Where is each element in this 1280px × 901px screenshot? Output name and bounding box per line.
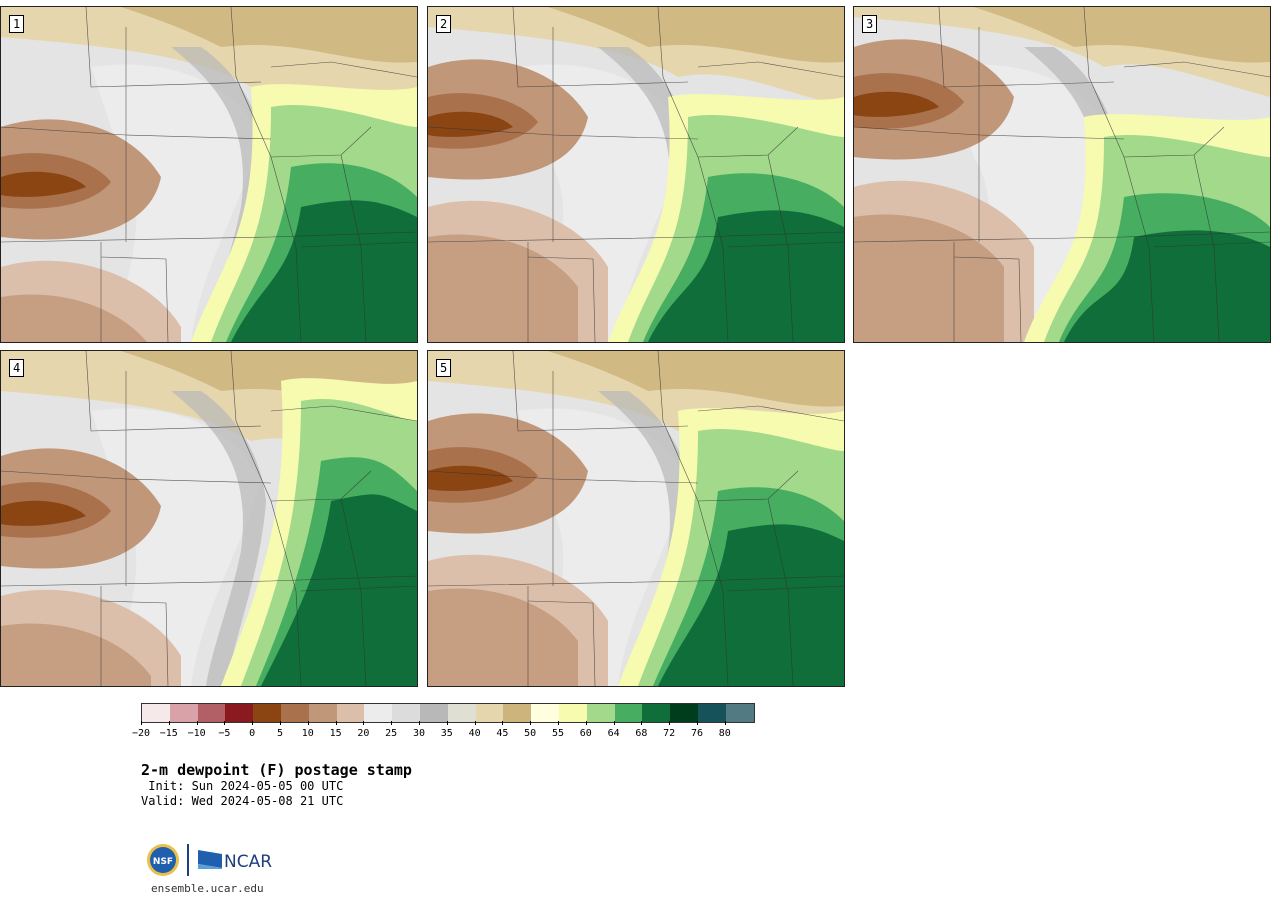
colorbar-swatch	[225, 704, 254, 722]
panel-number: 1	[9, 15, 25, 33]
panel-number: 4	[9, 359, 25, 377]
colorbar-tickmark	[168, 721, 170, 725]
colorbar-swatch	[169, 704, 198, 722]
init-time: Init: Sun 2024-05-05 00 UTC	[141, 779, 344, 793]
logos: NSF NCAR	[147, 844, 272, 876]
panel-number: 3	[862, 15, 878, 33]
colorbar-swatch	[531, 704, 559, 722]
colorbar-tick-label: 50	[524, 728, 537, 739]
valid-time: Valid: Wed 2024-05-08 21 UTC	[141, 794, 344, 808]
colorbar-tick-label: 76	[690, 728, 704, 739]
colorbar-swatch	[308, 704, 337, 722]
colorbar-swatch	[447, 704, 476, 722]
dewpoint-map-1	[1, 7, 417, 342]
colorbar-tickmark	[724, 721, 726, 725]
colorbar-tickmark	[252, 721, 254, 725]
colorbar-tick-label: 64	[607, 728, 620, 739]
colorbar-tickmark	[335, 721, 337, 725]
colorbar-tick-label: 35	[440, 728, 453, 739]
colorbar-swatch	[336, 704, 365, 722]
colorbar-tick-label: 72	[663, 728, 676, 739]
colorbar-swatch	[503, 704, 532, 722]
colorbar-tickmark	[196, 721, 198, 725]
colorbar-tick-label: 60	[579, 728, 592, 739]
ncar-logo: NCAR	[198, 850, 272, 872]
colorbar-swatch	[670, 704, 698, 722]
colorbar-tick-label: 45	[496, 728, 509, 739]
colorbar-swatch	[142, 704, 170, 722]
colorbar-swatch	[697, 704, 726, 722]
colorbar-tick-label: 0	[249, 728, 256, 739]
dewpoint-map-5	[428, 351, 844, 686]
colorbar-tick-label: 68	[635, 728, 648, 739]
colorbar-tickmark	[391, 721, 393, 725]
panel-number: 2	[436, 15, 452, 33]
stamp-panel-1: 1	[0, 6, 418, 343]
colorbar-tickmark	[697, 721, 698, 725]
colorbar-swatch	[558, 704, 587, 722]
colorbar-tickmark	[363, 721, 365, 725]
colorbar-tick-label: 30	[412, 728, 426, 739]
figure-title: 2-m dewpoint (F) postage stamp	[141, 761, 412, 779]
colorbar-swatch	[392, 704, 420, 722]
colorbar-swatch	[614, 704, 643, 722]
colorbar-tick-label: 80	[718, 728, 731, 739]
colorbar	[141, 703, 755, 723]
colorbar-tickmark	[280, 721, 281, 725]
panel-number: 5	[436, 359, 452, 377]
nsf-logo-text: NSF	[153, 857, 173, 867]
stamp-panel-5: 5	[427, 350, 845, 687]
dewpoint-map-2	[428, 7, 844, 342]
stamp-panel-3: 3	[853, 6, 1271, 343]
footer-url: ensemble.ucar.edu	[151, 882, 264, 895]
colorbar-tick-label: 5	[276, 728, 284, 739]
colorbar-swatch	[253, 704, 281, 722]
colorbar-swatch	[197, 704, 226, 722]
stamp-panel-4: 4	[0, 350, 418, 687]
colorbar-tickmark	[669, 721, 671, 725]
colorbar-tickmark	[613, 721, 615, 725]
colorbar-tickmark	[558, 721, 559, 725]
colorbar-tick-label: −20	[131, 728, 151, 739]
colorbar-swatch	[586, 704, 615, 722]
colorbar-tickmark	[141, 721, 142, 725]
colorbar-swatch	[642, 704, 671, 722]
colorbar-tickmark	[530, 721, 532, 725]
nsf-logo: NSF	[147, 844, 179, 876]
colorbar-tick-label: 15	[329, 728, 342, 739]
colorbar-tick-label: 55	[551, 728, 565, 739]
colorbar-tickmark	[641, 721, 643, 725]
colorbar-tickmark	[446, 721, 448, 725]
colorbar-swatch	[280, 704, 309, 722]
stamp-panel-2: 2	[427, 6, 845, 343]
colorbar-tick-label: −10	[187, 728, 206, 739]
dewpoint-map-3	[854, 7, 1270, 342]
colorbar-tickmark	[419, 721, 420, 725]
colorbar-swatch	[364, 704, 393, 722]
colorbar-swatch	[419, 704, 448, 722]
colorbar-tick-label: −15	[159, 728, 178, 739]
colorbar-tickmark	[502, 721, 504, 725]
colorbar-tickmark	[585, 721, 587, 725]
colorbar-tick-label: 40	[468, 728, 481, 739]
colorbar-tick-label: 20	[357, 728, 370, 739]
colorbar-tickmark	[474, 721, 476, 725]
colorbar-tickmark	[224, 721, 226, 725]
colorbar-tick-label: 10	[301, 728, 314, 739]
ncar-logo-text: NCAR	[224, 852, 272, 872]
colorbar-swatch	[725, 704, 754, 722]
colorbar-tickmark	[307, 721, 309, 725]
colorbar-swatch	[475, 704, 504, 722]
colorbar-tick-label: 25	[385, 728, 398, 739]
colorbar-ticks: −20 −15 −10 −5 0 5 10 15 20 25 30 35 40 45 50 55 60 64 68 7…	[132, 721, 761, 744]
dewpoint-map-4	[1, 351, 417, 686]
logo-area: NSF NCAR	[145, 842, 285, 882]
colorbar-tick-label: −5	[218, 728, 231, 739]
